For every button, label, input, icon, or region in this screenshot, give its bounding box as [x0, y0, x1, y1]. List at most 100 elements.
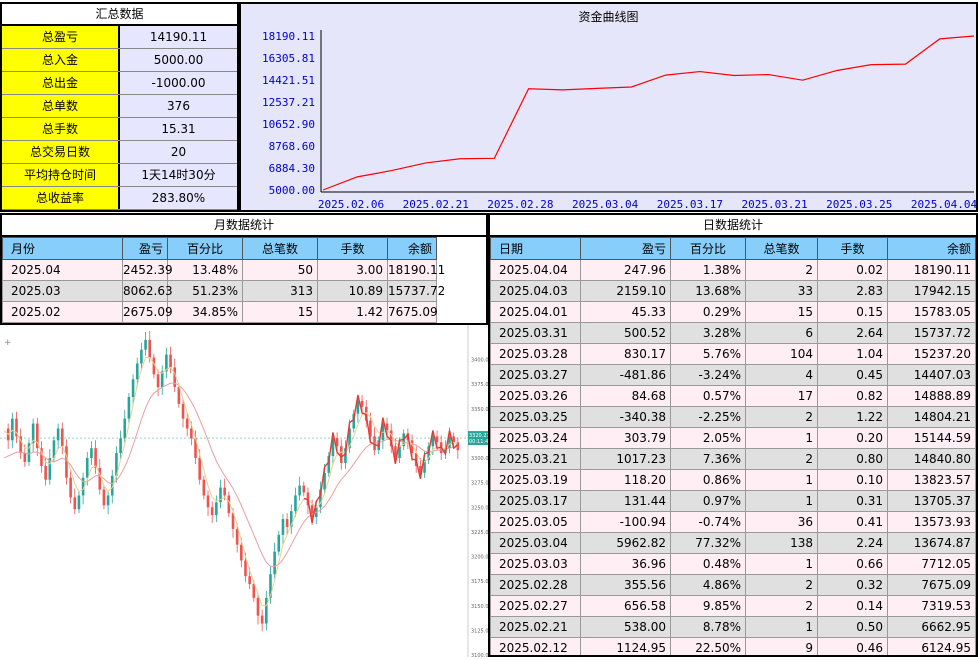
- daily-header-cell[interactable]: 手数: [817, 237, 888, 260]
- monthly-header-cell[interactable]: 手数: [317, 237, 388, 260]
- daily-cell: 1.38%: [670, 259, 746, 281]
- monthly-header-cell[interactable]: 月份: [2, 237, 123, 260]
- daily-cell: 14888.89: [887, 385, 976, 407]
- candle-body: [140, 349, 143, 364]
- last-time-label: 00:11:48: [469, 439, 488, 445]
- daily-cell: 5.76%: [670, 343, 746, 365]
- price-tick-label: 3350.00: [471, 407, 488, 413]
- daily-cell: 36: [745, 511, 818, 533]
- daily-cell: 14804.21: [887, 406, 976, 428]
- y-tick-label: 5000.00: [269, 184, 315, 197]
- daily-cell: 0.10: [817, 469, 888, 491]
- candle-body: [394, 446, 397, 459]
- table-row[interactable]: 2025.03.19 118.20 0.86% 1 0.10 13823.57: [490, 469, 976, 491]
- table-row[interactable]: 2025.03.27 -481.86 -3.24% 4 0.45 14407.03: [490, 364, 976, 386]
- table-row[interactable]: 2025.03.21 1017.23 7.36% 2 0.80 14840.80: [490, 448, 976, 470]
- candle-body: [165, 354, 168, 372]
- summary-label: 总入金: [2, 49, 120, 71]
- monthly-cell: 2025.03: [2, 280, 123, 302]
- table-row[interactable]: 2025.02 2675.09 34.85% 15 1.42 7675.09: [2, 301, 486, 323]
- monthly-cell: 2025.04: [2, 259, 123, 281]
- monthly-header-cell[interactable]: 总笔数: [242, 237, 318, 260]
- daily-cell: 6124.95: [887, 637, 976, 655]
- candle-body: [348, 428, 351, 449]
- table-row[interactable]: 2025.03.28 830.17 5.76% 104 1.04 15237.20: [490, 343, 976, 365]
- candlestick-chart-panel: 3400.003375.003350.003325.003300.003275.…: [0, 325, 492, 659]
- daily-header-cell[interactable]: 总笔数: [745, 237, 818, 260]
- candle-body: [206, 495, 210, 508]
- price-tick-label: 3100.00: [471, 653, 488, 657]
- daily-cell: 2025.03.21: [490, 448, 581, 470]
- add-indicator-icon[interactable]: +: [4, 338, 12, 348]
- summary-label: 总交易日数: [2, 141, 120, 163]
- monthly-header-cell[interactable]: 百分比: [167, 237, 243, 260]
- table-row[interactable]: 2025.03 8062.63 51.23% 313 10.89 15737.72: [2, 280, 486, 302]
- monthly-cell: 313: [242, 280, 318, 302]
- y-tick-label: 6884.30: [269, 162, 315, 175]
- table-row[interactable]: 2025.03.04 5962.82 77.32% 138 2.24 13674.87: [490, 532, 976, 554]
- table-row[interactable]: 2025.03.03 36.96 0.48% 1 0.66 7712.05: [490, 553, 976, 575]
- monthly-header-cell[interactable]: 盈亏: [122, 237, 168, 260]
- summary-rows: 总盈亏 14190.11 总入金 5000.00 总出金 -1000.00 总单数 376 总手…: [2, 26, 237, 210]
- table-row[interactable]: 2025.02.12 1124.95 22.50% 9 0.46 6124.95: [490, 637, 976, 655]
- table-row[interactable]: 2025.02.27 656.58 9.85% 2 0.14 7319.53: [490, 595, 976, 617]
- daily-cell: 14840.80: [887, 448, 976, 470]
- table-row[interactable]: 2025.03.24 303.79 2.05% 1 0.20 15144.59: [490, 427, 976, 449]
- monthly-cell: 2452.39: [122, 259, 173, 281]
- candle-body: [356, 400, 360, 414]
- daily-cell: 0.20: [817, 427, 888, 449]
- daily-header-cell[interactable]: 百分比: [670, 237, 746, 260]
- candle-body: [398, 446, 401, 459]
- summary-row: 总单数 376: [2, 95, 237, 118]
- daily-cell: 13573.93: [887, 511, 976, 533]
- table-row[interactable]: 2025.02.21 538.00 8.78% 1 0.50 6662.95: [490, 616, 976, 638]
- daily-cell: 4: [745, 364, 818, 386]
- monthly-header-cell[interactable]: 余额: [387, 237, 437, 260]
- daily-cell: 8.78%: [670, 616, 746, 638]
- table-row[interactable]: 2025.03.05 -100.94 -0.74% 36 0.41 13573.93: [490, 511, 976, 533]
- table-row[interactable]: 2025.03.26 84.68 0.57% 17 0.82 14888.89: [490, 385, 976, 407]
- daily-cell: 9: [745, 637, 818, 655]
- monthly-cell: 3.00: [317, 259, 388, 281]
- daily-cell: 2025.03.17: [490, 490, 581, 512]
- candle-body: [360, 400, 364, 407]
- daily-header-cell[interactable]: 日期: [490, 237, 581, 260]
- daily-cell: 33: [745, 280, 818, 302]
- summary-value: 376: [120, 95, 237, 117]
- daily-cell: 0.32: [817, 574, 888, 596]
- x-tick-label: 2025.03.21: [741, 198, 807, 210]
- daily-cell: 2025.03.27: [490, 364, 581, 386]
- table-row[interactable]: 2025.03.25 -340.38 -2.25% 2 1.22 14804.21: [490, 406, 976, 428]
- price-tick-label: 3300.00: [471, 456, 488, 462]
- daily-cell: 2025.02.21: [490, 616, 581, 638]
- table-row[interactable]: 2025.04 2452.39 13.48% 50 3.00 18190.11: [2, 259, 486, 281]
- daily-cell: 2: [745, 595, 818, 617]
- daily-cell: -100.94: [580, 511, 671, 533]
- candle-body: [352, 413, 356, 429]
- daily-header-cell[interactable]: 余额: [887, 237, 976, 260]
- daily-cell: 17: [745, 385, 818, 407]
- y-tick-label: 12537.21: [262, 96, 315, 109]
- table-row[interactable]: 2025.04.04 247.96 1.38% 2 0.02 18190.11: [490, 259, 976, 281]
- y-tick-label: 14421.51: [262, 74, 315, 87]
- daily-cell: 2: [745, 406, 818, 428]
- ma-slow-line: [3, 382, 458, 567]
- table-row[interactable]: 2025.04.03 2159.10 13.68% 33 2.83 17942.15: [490, 280, 976, 302]
- daily-cell: 22.50%: [670, 637, 746, 655]
- price-tick-label: 3400.00: [471, 358, 488, 364]
- daily-cell: 0.66: [817, 553, 888, 575]
- daily-cell: 7319.53: [887, 595, 976, 617]
- table-row[interactable]: 2025.03.17 131.44 0.97% 1 0.31 13705.37: [490, 490, 976, 512]
- table-row[interactable]: 2025.02.28 355.56 4.86% 2 0.32 7675.09: [490, 574, 976, 596]
- candle-body: [210, 507, 214, 516]
- table-row[interactable]: 2025.04.01 45.33 0.29% 15 0.15 15783.05: [490, 301, 976, 323]
- daily-header-cell[interactable]: 盈亏: [580, 237, 671, 260]
- x-tick-label: 2025.04.04: [911, 198, 976, 210]
- candle-body: [40, 448, 43, 466]
- daily-cell: 0.41: [817, 511, 888, 533]
- table-row[interactable]: 2025.03.31 500.52 3.28% 6 2.64 15737.72: [490, 322, 976, 344]
- candle-body: [339, 446, 343, 463]
- daily-cell: 2159.10: [580, 280, 671, 302]
- daily-cell: 1017.23: [580, 448, 671, 470]
- summary-row: 总出金 -1000.00: [2, 72, 237, 95]
